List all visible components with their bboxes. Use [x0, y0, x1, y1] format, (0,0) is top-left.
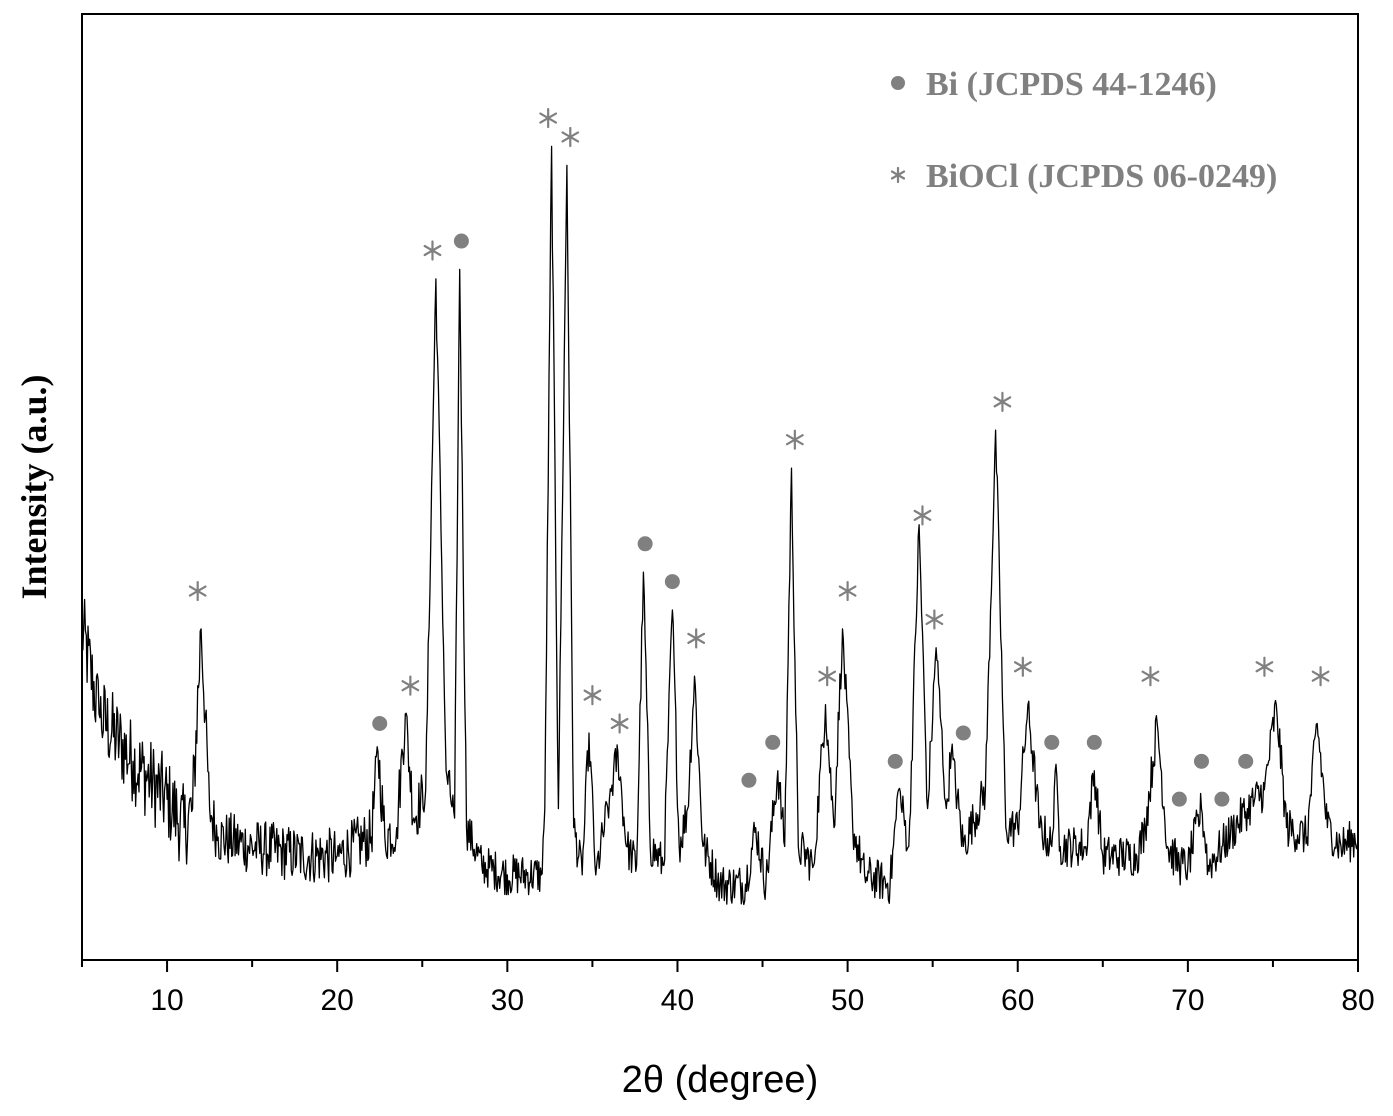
bi-peak-marker — [765, 735, 780, 750]
x-axis-ticks — [82, 960, 1358, 972]
biocl-peak-marker — [540, 109, 556, 127]
biocl-peak-marker — [688, 629, 704, 647]
biocl-peak-marker — [425, 242, 441, 260]
bi-peak-marker — [372, 716, 387, 731]
x-tick-label: 10 — [150, 984, 183, 1017]
x-tick-label: 30 — [491, 984, 524, 1017]
biocl-peak-marker — [927, 610, 943, 628]
biocl-peak-marker — [819, 667, 835, 685]
bi-peak-marker — [1194, 754, 1209, 769]
biocl-peak-marker — [585, 686, 601, 704]
plot-area-frame — [82, 14, 1358, 960]
legend: Bi (JCPDS 44-1246) BiOCl (JCPDS 06-0249) — [891, 66, 1277, 195]
bi-peak-marker — [1087, 735, 1102, 750]
xrd-pattern-line — [82, 146, 1358, 904]
legend-item: Bi (JCPDS 44-1246) — [891, 66, 1217, 103]
biocl-peak-marker — [1143, 667, 1159, 685]
biocl-peak-marker — [1313, 667, 1329, 685]
x-tick-label: 20 — [321, 984, 354, 1017]
biocl-peak-marker — [1257, 658, 1273, 676]
legend-item: BiOCl (JCPDS 06-0249) — [892, 158, 1277, 195]
x-tick-label: 40 — [661, 984, 694, 1017]
biocl-peak-marker — [915, 506, 931, 524]
bi-peak-marker — [1172, 792, 1187, 807]
biocl-peak-marker — [562, 128, 578, 146]
biocl-peak-marker — [840, 582, 856, 600]
x-tick-label: 70 — [1171, 984, 1204, 1017]
x-tick-label: 60 — [1001, 984, 1034, 1017]
peak-markers — [190, 109, 1328, 807]
x-axis-tick-labels: 10 20 30 40 50 60 70 80 — [150, 984, 1374, 1017]
bi-peak-marker — [888, 754, 903, 769]
biocl-peak-marker — [1015, 658, 1031, 676]
x-axis-label: 2θ (degree) — [622, 1059, 818, 1101]
bi-peak-marker — [1214, 792, 1229, 807]
x-tick-label: 50 — [831, 984, 864, 1017]
biocl-peak-marker — [190, 582, 206, 600]
biocl-peak-marker — [403, 677, 419, 695]
legend-label: BiOCl (JCPDS 06-0249) — [926, 158, 1277, 195]
legend-asterisk-icon — [892, 168, 904, 182]
legend-label: Bi (JCPDS 44-1246) — [926, 66, 1217, 103]
bi-peak-marker — [741, 773, 756, 788]
bi-peak-marker — [1044, 735, 1059, 750]
bi-peak-marker — [1238, 754, 1253, 769]
bi-peak-marker — [956, 725, 971, 740]
biocl-peak-marker — [612, 715, 628, 733]
legend-circle-icon — [891, 76, 905, 90]
bi-peak-marker — [665, 574, 680, 589]
bi-peak-marker — [638, 536, 653, 551]
x-tick-label: 80 — [1341, 984, 1374, 1017]
biocl-peak-marker — [787, 431, 803, 449]
biocl-peak-marker — [995, 393, 1011, 411]
bi-peak-marker — [454, 234, 469, 249]
y-axis-label: Intensity (a.u.) — [14, 374, 54, 599]
